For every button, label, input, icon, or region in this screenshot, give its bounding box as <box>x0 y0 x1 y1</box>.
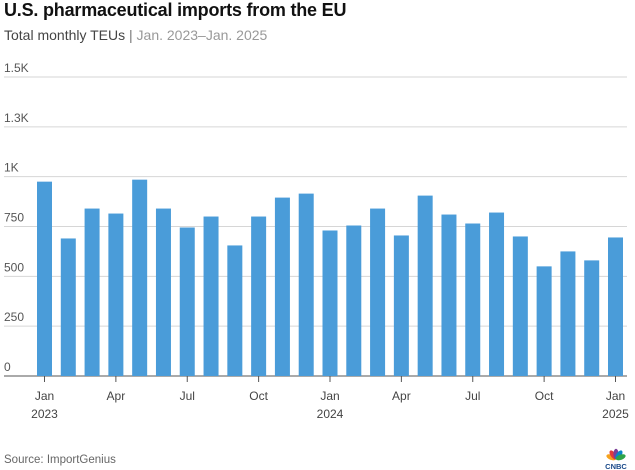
bar <box>608 237 623 376</box>
subtitle-separator: | <box>129 27 133 43</box>
x-tick-label: Oct <box>249 389 268 403</box>
y-tick-label: 1.5K <box>4 61 29 75</box>
subtitle-range: Jan. 2023–Jan. 2025 <box>136 27 268 43</box>
bar <box>203 216 219 376</box>
logo-text: CNBC <box>605 462 627 470</box>
bar <box>489 212 505 376</box>
chart-title: U.S. pharmaceutical imports from the EU <box>4 0 347 20</box>
y-tick-label: 750 <box>4 211 24 225</box>
bar <box>512 236 528 376</box>
bar <box>274 197 290 376</box>
x-tick-year-label: 2023 <box>31 407 58 421</box>
y-tick-label: 1K <box>4 161 19 175</box>
chart-subtitle: Total monthly TEUs | Jan. 2023–Jan. 2025 <box>4 27 267 43</box>
x-axis-ticks <box>44 376 616 382</box>
bar <box>298 193 314 376</box>
bar <box>417 195 433 376</box>
bar <box>322 230 338 376</box>
bar <box>108 213 124 376</box>
bar <box>84 208 100 376</box>
bar <box>346 225 362 376</box>
x-tick-label: Apr <box>107 389 126 403</box>
logo-feather <box>615 454 626 461</box>
y-axis-labels: 0 250 500 750 1K 1.3K 1.5K <box>4 61 29 374</box>
y-tick-label: 250 <box>4 310 24 324</box>
x-tick-label: Jan <box>35 389 54 403</box>
bar <box>393 235 409 376</box>
x-tick-year-label: 2024 <box>317 407 344 421</box>
bar <box>227 245 243 376</box>
subtitle-main: Total monthly TEUs <box>4 27 126 43</box>
y-tick-label: 1.3K <box>4 111 29 125</box>
bar <box>179 227 195 376</box>
bar <box>560 251 576 376</box>
x-tick-label: Jan <box>320 389 339 403</box>
bar <box>465 223 481 376</box>
y-tick-label: 500 <box>4 260 24 274</box>
cnbc-peacock-logo: CNBC <box>605 448 627 470</box>
bar <box>584 260 600 376</box>
bar <box>155 208 171 376</box>
bar <box>251 216 267 376</box>
bar <box>370 208 386 376</box>
x-tick-year-label: 2025 <box>602 407 629 421</box>
x-tick-label: Apr <box>392 389 411 403</box>
x-axis-labels: Jan 2023 Apr Jul Oct Jan 2024 Apr Jul Oct Jan 2025 <box>31 389 629 421</box>
bar <box>60 238 76 376</box>
x-tick-label: Oct <box>535 389 554 403</box>
bars <box>37 179 623 376</box>
bar <box>536 266 552 376</box>
x-tick-label: Jul <box>180 389 195 403</box>
bar <box>132 179 148 376</box>
x-tick-label: Jan <box>606 389 625 403</box>
x-tick-label: Jul <box>465 389 480 403</box>
bar <box>37 181 52 376</box>
bar <box>441 214 457 376</box>
source-note: Source: ImportGenius <box>4 454 116 466</box>
y-tick-label: 0 <box>4 360 11 374</box>
